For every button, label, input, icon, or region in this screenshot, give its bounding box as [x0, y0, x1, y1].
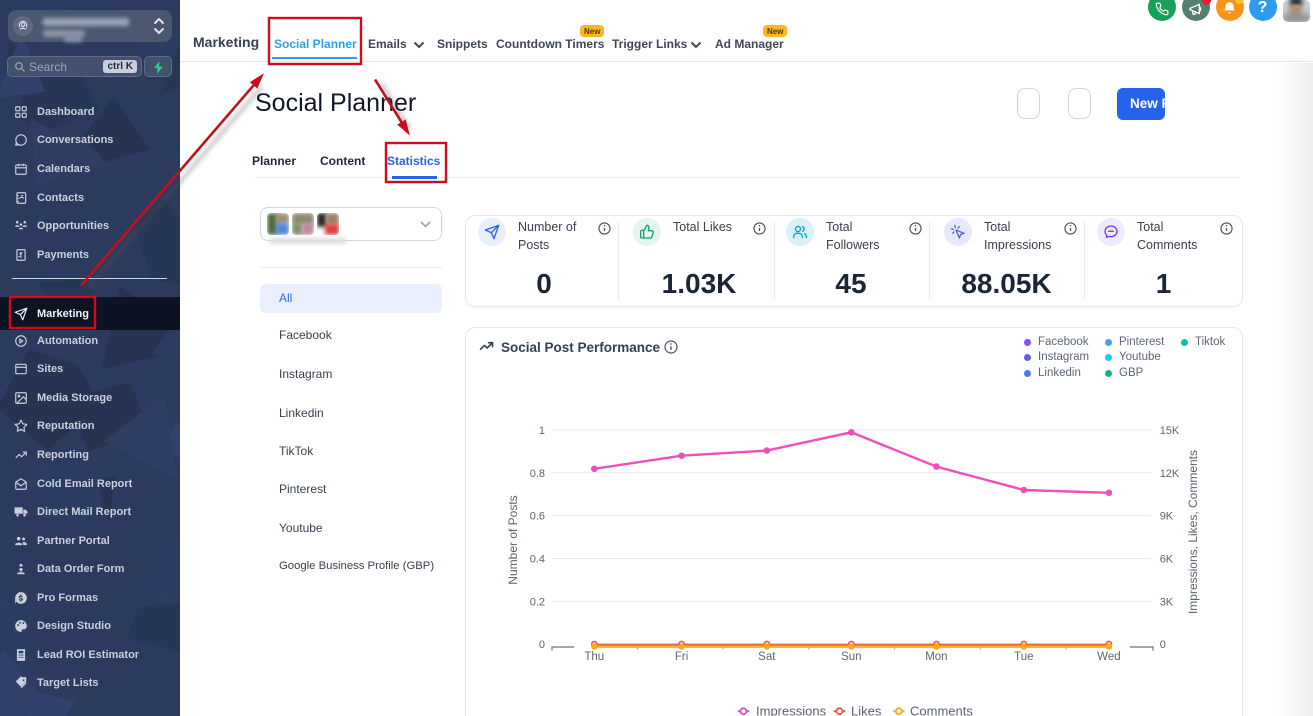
- svg-text:0.6: 0.6: [530, 511, 545, 523]
- svg-text:1: 1: [539, 425, 545, 437]
- svg-text:Tue: Tue: [1014, 651, 1033, 663]
- svg-text:Sat: Sat: [758, 651, 776, 663]
- svg-text:Number of Posts: Number of Posts: [506, 495, 520, 584]
- svg-text:Mon: Mon: [925, 651, 947, 663]
- svg-text:0: 0: [1160, 639, 1166, 651]
- svg-text:3K: 3K: [1160, 596, 1174, 608]
- svg-text:12K: 12K: [1160, 468, 1180, 480]
- svg-text:Likes: Likes: [851, 704, 882, 716]
- svg-text:Comments: Comments: [910, 704, 973, 716]
- svg-text:0.2: 0.2: [530, 596, 545, 608]
- svg-text:Wed: Wed: [1097, 651, 1120, 663]
- svg-text:Thu: Thu: [584, 651, 604, 663]
- svg-text:6K: 6K: [1160, 554, 1174, 566]
- svg-text:0: 0: [539, 639, 545, 651]
- svg-text:Sun: Sun: [841, 651, 861, 663]
- svg-text:Impressions: Impressions: [756, 704, 827, 716]
- svg-text:Impressions, Likes, Comments: Impressions, Likes, Comments: [1186, 450, 1200, 614]
- svg-text:0.4: 0.4: [530, 554, 545, 566]
- svg-text:15K: 15K: [1160, 425, 1180, 437]
- svg-text:9K: 9K: [1160, 511, 1174, 523]
- svg-text:Fri: Fri: [675, 651, 688, 663]
- svg-text:0.8: 0.8: [530, 468, 545, 480]
